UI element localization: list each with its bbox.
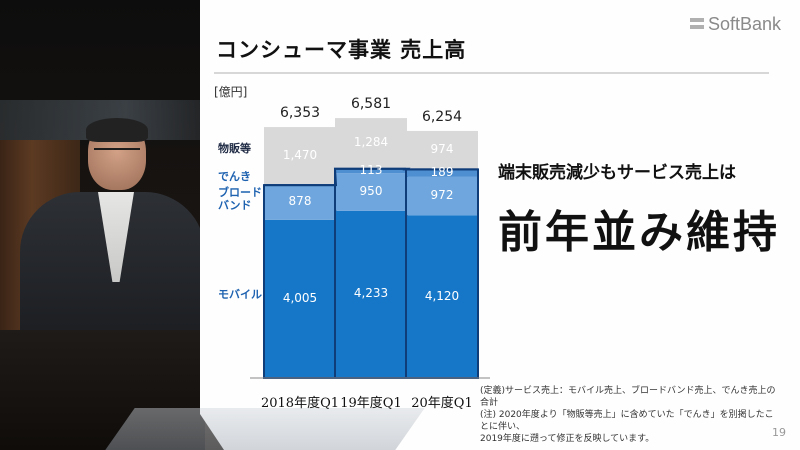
presenter-hair bbox=[86, 118, 148, 142]
bar-segment-denki bbox=[335, 168, 407, 174]
presenter-glasses bbox=[94, 148, 140, 160]
bar-value-label-mobile: 4,005 bbox=[282, 290, 318, 305]
footnote-line: (注) 2020年度より「物販等売上」に含めていた「でんき」を別掲したことに伴い… bbox=[480, 410, 774, 432]
bar-value-label-broadband: 972 bbox=[430, 188, 454, 203]
bar-segment-denki bbox=[406, 169, 478, 177]
x-axis-category-label: 2018年度Q1 bbox=[260, 396, 339, 411]
x-axis-category-label: 19年度Q1 bbox=[340, 396, 402, 411]
x-axis-category-label: 20年度Q1 bbox=[411, 396, 473, 411]
presenter bbox=[20, 118, 205, 335]
bar-segment-mobile bbox=[264, 219, 336, 378]
logo-bars-icon bbox=[690, 18, 704, 34]
footnote-line: 2019年度に遡って修正を反映しています。 bbox=[480, 434, 655, 444]
bar-total-label: 6,581 bbox=[350, 96, 392, 113]
bar-value-label-denki: 189 bbox=[430, 165, 454, 180]
bar-segment-merch bbox=[335, 118, 407, 169]
segment-label-denki: でんき bbox=[218, 170, 251, 183]
bar-value-label-merch: 974 bbox=[430, 142, 454, 157]
bar-value-label-broadband: 878 bbox=[288, 194, 312, 209]
footnote-line: (定義)サービス売上：モバイル売上、ブロードバンド売上、でんき売上の合計 bbox=[480, 386, 776, 408]
bar-value-label-mobile: 4,233 bbox=[353, 286, 389, 301]
service-trend-line bbox=[264, 167, 478, 187]
softbank-logo: SoftBank bbox=[690, 12, 790, 42]
page-number: 19 bbox=[772, 426, 786, 439]
title-divider bbox=[214, 72, 769, 74]
bar-value-label-mobile: 4,120 bbox=[424, 288, 460, 303]
bar-total-label: 6,254 bbox=[421, 108, 463, 125]
slide-title: コンシューマ事業 売上高 bbox=[216, 38, 467, 62]
logo-text: SoftBank bbox=[708, 14, 782, 34]
bar-segment-broadband bbox=[335, 173, 407, 211]
segment-label-broadband: ブロード バンド bbox=[218, 186, 262, 212]
segment-label-merch: 物販等 bbox=[218, 142, 251, 155]
bar-segment-merch bbox=[264, 127, 336, 186]
bar-segment-broadband bbox=[264, 185, 336, 220]
stage-foreground bbox=[0, 330, 205, 450]
bar-segment-broadband bbox=[406, 176, 478, 216]
footnotes: (定義)サービス売上：モバイル売上、ブロードバンド売上、でんき売上の合計 (注)… bbox=[480, 385, 780, 445]
bar-total-label: 6,353 bbox=[279, 105, 321, 122]
key-message-line1: 端末販売減少もサービス売上は bbox=[498, 163, 736, 183]
bar-segment-merch bbox=[406, 130, 478, 170]
bar-value-label-merch: 1,470 bbox=[282, 148, 318, 163]
bar-segment-mobile bbox=[335, 210, 407, 378]
bar-value-label-broadband: 950 bbox=[359, 184, 383, 199]
unit-label: [億円] bbox=[214, 85, 248, 99]
bar-value-label-merch: 1,284 bbox=[353, 135, 389, 150]
bar-segment-mobile bbox=[406, 215, 478, 378]
key-message-line2: 前年並み維持 bbox=[498, 207, 780, 258]
bar-value-label-denki: 113 bbox=[359, 163, 383, 178]
segment-label-mobile: モバイル bbox=[218, 288, 262, 301]
